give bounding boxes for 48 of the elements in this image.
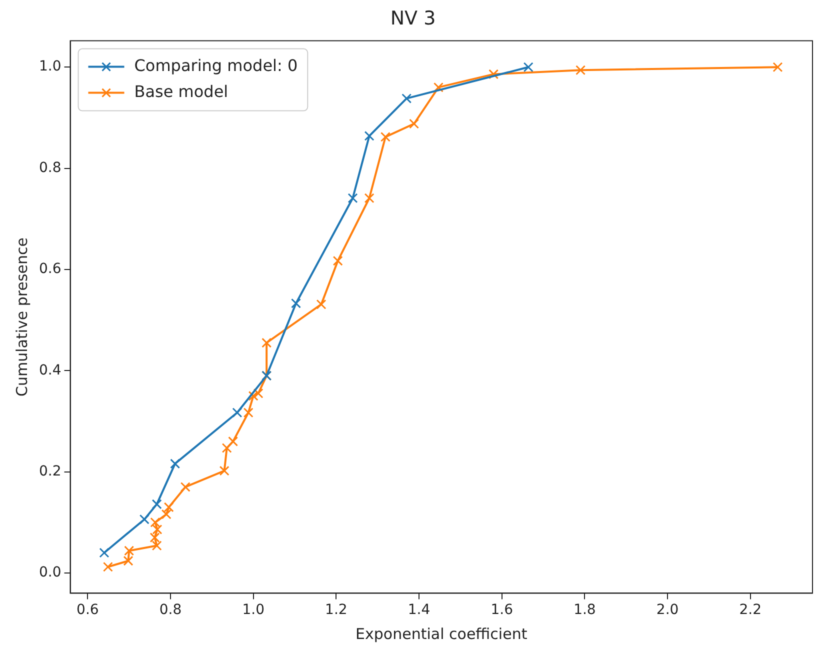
point [99,548,110,558]
y-tick-label: 0.4 [39,362,62,378]
x-tick-label: 2.0 [656,602,679,618]
point [243,408,254,418]
y-axis-title: Cumulative presence [12,238,31,396]
point [332,256,343,266]
x-tick-label: 2.2 [739,602,762,618]
point [772,62,783,72]
point [402,93,412,104]
y-tick-label: 0.2 [39,463,62,480]
point [102,562,113,572]
point [248,390,258,401]
legend-label: Comparing model: 0 [134,56,298,75]
point [409,118,420,129]
y-tick-label: 0.0 [39,564,62,581]
point [380,132,390,142]
point [364,193,374,204]
y-tick-label: 0.8 [39,160,62,176]
point [523,62,534,72]
point [219,466,230,476]
y-tick-label: 0.6 [39,261,62,278]
point [488,69,499,80]
point [139,514,150,524]
x-tick-label: 0.6 [76,602,99,618]
legend-label: Base model [134,82,228,101]
point [348,193,358,204]
x-tick-label: 1.6 [490,602,514,618]
point [222,443,232,454]
point [576,65,586,76]
point [253,388,264,398]
point [364,130,374,141]
point [228,436,238,446]
chart-title: NV 3 [390,7,436,30]
x-tick-label: 1.2 [325,602,348,618]
point [170,458,180,469]
x-tick-label: 1.8 [574,602,596,618]
point [291,298,301,308]
point [180,482,190,492]
x-tick-label: 1.4 [408,602,430,618]
x-tick-label: 1.0 [242,602,264,618]
x-axis-title: Exponential coefficient [356,624,528,643]
point [152,499,162,510]
point [433,82,444,92]
x-tick-label: 0.8 [159,602,182,618]
point [262,338,272,348]
point [232,408,242,418]
y-tick-label: 1.0 [39,58,62,75]
point [316,299,326,310]
